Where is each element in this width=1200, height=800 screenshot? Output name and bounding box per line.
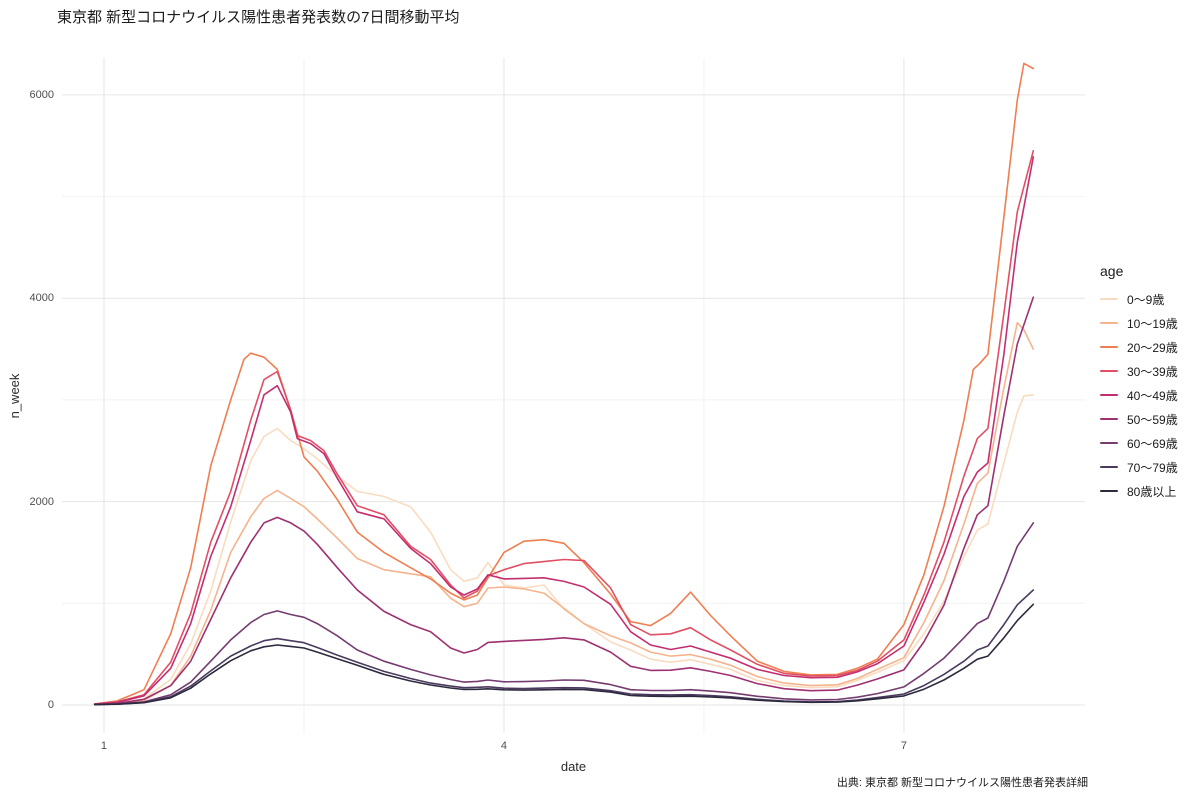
gridlines-major: [62, 58, 1085, 733]
series-line-70〜79歳: [93, 589, 1035, 706]
series-line-50〜59歳: [93, 296, 1035, 706]
legend-item-label: 0〜9歳: [1127, 292, 1165, 307]
legend-item-label: 70〜79歳: [1127, 460, 1178, 475]
legend-item-label: 20〜29歳: [1127, 340, 1178, 355]
legend-item-label: 10〜19歳: [1127, 316, 1178, 331]
legend-key-line: [1100, 322, 1118, 324]
legend-item: 70〜79歳: [1100, 455, 1178, 479]
series-line-10〜19歳: [93, 321, 1035, 706]
series-line-60〜69歳: [93, 522, 1035, 706]
y-axis-tick-label: 6000: [29, 88, 54, 101]
legend-item-label: 50〜59歳: [1127, 412, 1178, 427]
y-axis-tick-label: 2000: [29, 495, 54, 508]
x-axis-title: date: [560, 759, 587, 774]
legend-title: age: [1100, 263, 1124, 279]
legend-item: 40〜49歳: [1100, 383, 1178, 407]
legend-item-label: 40〜49歳: [1127, 388, 1178, 403]
legend-item: 50〜59歳: [1100, 407, 1178, 431]
series-line-20〜29歳: [93, 62, 1035, 705]
legend-item: 60〜69歳: [1100, 431, 1178, 455]
legend-item: 80歳以上: [1100, 479, 1178, 503]
legend-key-line: [1100, 466, 1118, 468]
series-line-80歳以上: [93, 603, 1035, 706]
series-line-0〜9歳: [93, 393, 1035, 706]
legend-key-line: [1100, 490, 1118, 492]
legend-item: 30〜39歳: [1100, 359, 1178, 383]
series-line-40〜49歳: [93, 156, 1035, 705]
legend-key-line: [1100, 298, 1118, 300]
y-axis-title: n_week: [7, 373, 22, 418]
y-axis-tick-label: 4000: [29, 292, 54, 305]
gridlines-minor: [62, 58, 1085, 733]
chart-title: 東京都 新型コロナウイルス陽性患者発表数の7日間移動平均: [57, 9, 460, 26]
legend-item: 0〜9歳: [1100, 287, 1178, 311]
legend-key-line: [1100, 418, 1118, 420]
series-lines: [93, 62, 1035, 706]
legend-key-line: [1100, 346, 1118, 348]
legend-item-label: 80歳以上: [1127, 484, 1177, 499]
legend-item: 10〜19歳: [1100, 311, 1178, 335]
series-line-30〜39歳: [93, 150, 1035, 705]
legend-items: 0〜9歳 10〜19歳 20〜29歳 30〜39歳 40〜49歳 50〜59歳 60〜69歳…: [1100, 287, 1178, 503]
legend-item: 20〜29歳: [1100, 335, 1178, 359]
x-axis-tick-label: 4: [500, 740, 508, 752]
legend: age 0〜9歳 10〜19歳 20〜29歳 30〜39歳 40〜49歳 50〜59歳 60…: [1100, 263, 1178, 503]
legend-item-label: 60〜69歳: [1127, 436, 1178, 451]
legend-key-line: [1100, 442, 1118, 444]
legend-key-line: [1100, 394, 1118, 396]
chart-caption: 出典: 東京都 新型コロナウイルス陽性患者発表詳細: [836, 777, 1088, 789]
x-axis-tick-label: 7: [900, 740, 907, 752]
y-axis-tick-label: 0: [47, 698, 54, 711]
legend-item-label: 30〜39歳: [1127, 364, 1178, 379]
x-axis-tick-label: 1: [100, 740, 108, 752]
legend-key-line: [1100, 370, 1118, 372]
